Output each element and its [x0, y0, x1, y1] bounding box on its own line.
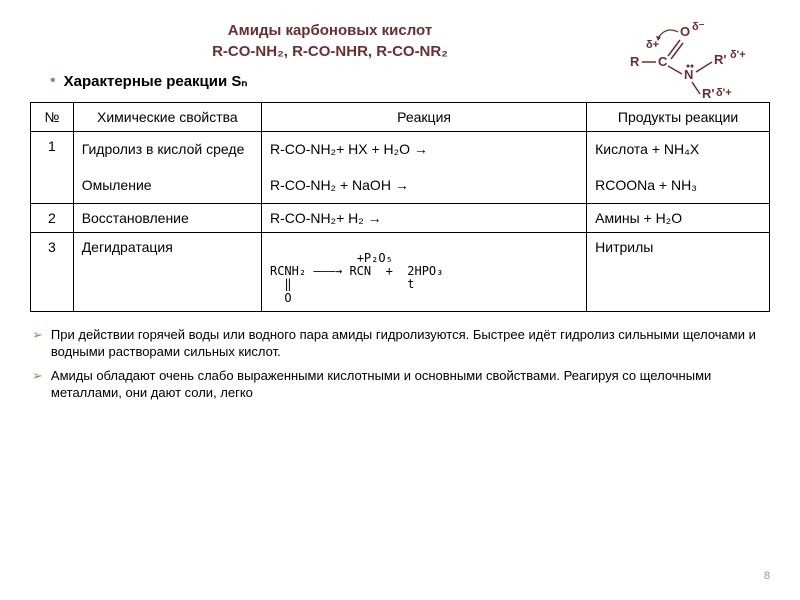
- table-row: 1 Гидролиз в кислой среде Омыление R-CO-…: [31, 132, 770, 204]
- cell-num: 2: [31, 203, 74, 232]
- cell-react: R-CO-NH₂+ HX + H₂O → R-CO-NH₂ + NaOH →: [261, 132, 586, 204]
- react3-bot2: O: [270, 291, 292, 305]
- prod-b: RCOONa + NH₃: [595, 174, 761, 196]
- cell-num: 1: [31, 132, 74, 204]
- notes: ➢ При действии горячей воды или водного …: [30, 326, 770, 402]
- cell-react: +P₂O₅ RCNH₂ ———→ RCN + 2HPO₃ ‖ t O: [261, 232, 586, 311]
- react3-top: +P₂O₅: [270, 251, 393, 265]
- header-prod: Продукты реакции: [587, 103, 770, 132]
- svg-text:δ'+: δ'+: [730, 49, 746, 61]
- table-row: 2 Восстановление R-CO-NH₂+ H₂ → Амины + …: [31, 203, 770, 232]
- svg-text:δ+: δ+: [646, 39, 659, 51]
- svg-text:δ'+: δ'+: [716, 87, 732, 98]
- svg-text:R': R': [714, 52, 726, 67]
- prop-a: Гидролиз в кислой среде: [82, 138, 253, 160]
- cell-num: 3: [31, 232, 74, 311]
- prod-a: Кислота + NH₄X: [595, 138, 761, 160]
- table-header-row: № Химические свойства Реакция Продукты р…: [31, 103, 770, 132]
- note-text: При действии горячей воды или водного па…: [51, 326, 770, 361]
- cell-prop: Гидролиз в кислой среде Омыление: [73, 132, 261, 204]
- cell-prop: Дегидратация: [73, 232, 261, 311]
- svg-text:R': R': [702, 86, 714, 98]
- prop-b: Омыление: [82, 174, 253, 196]
- title-line2: R-CO-NH₂, R-CO-NHR, R-CO-NR₂: [212, 43, 448, 60]
- cell-prop: Восстановление: [73, 203, 261, 232]
- svg-text:δ⁻: δ⁻: [692, 21, 705, 33]
- svg-text:O: O: [680, 24, 690, 39]
- note-text: Амиды обладают очень слабо выраженными к…: [51, 367, 770, 402]
- header-react: Реакция: [261, 103, 586, 132]
- bullet-icon: •: [50, 72, 56, 90]
- svg-text:N: N: [684, 67, 693, 82]
- cell-react: R-CO-NH₂+ H₂ →: [261, 203, 586, 232]
- table-row: 3 Дегидратация +P₂O₅ RCNH₂ ———→ RCN + 2H…: [31, 232, 770, 311]
- react3-main: RCNH₂ ———→ RCN + 2HPO₃: [270, 264, 443, 278]
- header-prop: Химические свойства: [73, 103, 261, 132]
- svg-text:C: C: [658, 54, 668, 69]
- reactions-table: № Химические свойства Реакция Продукты р…: [30, 102, 770, 312]
- title-line1: Амиды карбоновых кислот: [228, 22, 432, 39]
- cell-prod: Амины + H₂O: [587, 203, 770, 232]
- cell-prod: Нитрилы: [587, 232, 770, 311]
- note-row: ➢ Амиды обладают очень слабо выраженными…: [30, 367, 770, 402]
- bullet-icon: ➢: [32, 367, 43, 402]
- react-a: R-CO-NH₂+ HX + H₂O →: [270, 138, 578, 160]
- note-row: ➢ При действии горячей воды или водного …: [30, 326, 770, 361]
- react3-bot: ‖ t: [270, 277, 415, 291]
- bullet-icon: ➢: [32, 326, 43, 361]
- page-number: 8: [764, 570, 770, 582]
- svg-text:R: R: [630, 54, 640, 69]
- header-num: №: [31, 103, 74, 132]
- subtitle: Характерные реакции Sₙ: [64, 72, 248, 90]
- amide-structure-diagram: R C O δ⁻ δ+ N R' δ'+ R' δ'+: [628, 18, 758, 98]
- react-b: R-CO-NH₂ + NaOH →: [270, 174, 578, 196]
- cell-prod: Кислота + NH₄X RCOONa + NH₃: [587, 132, 770, 204]
